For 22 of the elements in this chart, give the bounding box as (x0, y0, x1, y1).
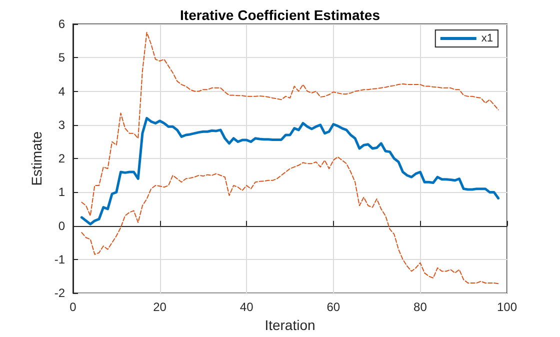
y-tick-label: -1 (54, 252, 66, 266)
x-tick-label: 60 (326, 300, 340, 314)
x-axis-title: Iteration (264, 317, 316, 333)
line-series (81, 32, 499, 216)
y-axis-title: Estimate (28, 131, 44, 186)
x-tick-label: 0 (70, 300, 77, 314)
x-tick-label: 40 (240, 300, 254, 314)
y-tick-label: 4 (58, 84, 66, 98)
y-tick-label: -2 (54, 286, 66, 300)
y-tick-label: 2 (58, 152, 66, 166)
x-tick-label: 100 (496, 300, 518, 314)
y-tick-label: 3 (58, 118, 66, 132)
legend-label: x1 (481, 32, 494, 44)
x-tick-label: 80 (414, 300, 428, 314)
y-tick-label: 6 (58, 17, 66, 31)
chart-title: Iterative Coefficient Estimates (180, 7, 380, 23)
y-tick-label: 1 (58, 185, 66, 200)
line-series (80, 116, 500, 226)
y-tick-label: 0 (58, 218, 66, 233)
line-series (81, 156, 499, 284)
y-tick-label: 5 (58, 50, 66, 65)
x-tick-label: 20 (153, 300, 167, 314)
